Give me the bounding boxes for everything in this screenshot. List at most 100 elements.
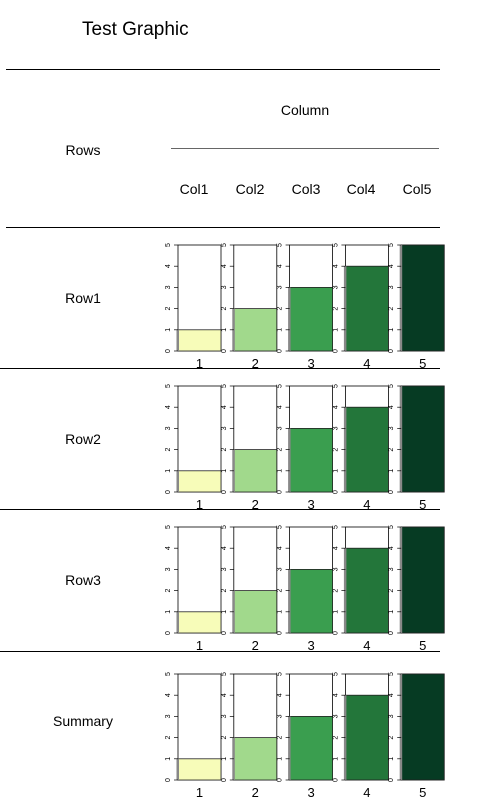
bar-left-marker xyxy=(176,611,179,633)
y-tick-label: 5 xyxy=(277,672,284,676)
y-tick-label: 3 xyxy=(388,714,395,718)
y-tick-label: 4 xyxy=(221,546,228,550)
y-tick-label: 5 xyxy=(332,672,339,676)
y-tick-label: 0 xyxy=(165,349,172,353)
y-tick-label: 3 xyxy=(165,714,172,718)
y-tick-label: 5 xyxy=(332,525,339,529)
y-tick-label: 5 xyxy=(277,525,284,529)
bar xyxy=(400,244,445,352)
y-tick-label: 2 xyxy=(277,736,284,740)
column-header-col5: Col5 xyxy=(402,181,432,197)
bar xyxy=(177,758,222,781)
bar-left-marker xyxy=(288,287,291,351)
y-tick-label: 3 xyxy=(221,285,228,289)
y-tick-label: 3 xyxy=(277,285,284,289)
x-tick-label: 3 xyxy=(307,638,314,653)
y-tick-label: 1 xyxy=(165,469,172,473)
bar xyxy=(233,308,278,352)
y-tick-label: 0 xyxy=(388,349,395,353)
y-tick-label: 2 xyxy=(277,589,284,593)
y-tick-label: 0 xyxy=(165,631,172,635)
y-tick-label: 5 xyxy=(221,384,228,388)
y-tick-label: 2 xyxy=(388,307,395,311)
x-tick-label: 1 xyxy=(196,785,203,800)
y-tick-label: 2 xyxy=(332,307,339,311)
y-tick-label: 4 xyxy=(332,264,339,268)
row-label-row1: Row1 xyxy=(65,290,101,306)
y-tick-label: 2 xyxy=(165,307,172,311)
bar xyxy=(233,737,278,781)
bar-left-marker xyxy=(288,569,291,633)
y-tick-label: 2 xyxy=(221,448,228,452)
y-tick-label: 1 xyxy=(332,757,339,761)
x-tick-label: 5 xyxy=(419,638,426,653)
y-tick-label: 5 xyxy=(388,384,395,388)
y-tick-label: 2 xyxy=(332,589,339,593)
x-tick-label: 2 xyxy=(252,497,259,512)
row-divider-1 xyxy=(0,368,440,369)
y-tick-label: 3 xyxy=(165,426,172,430)
y-tick-label: 4 xyxy=(165,405,172,409)
bar-chart-row3: 0 1 2 3 4 5 1 0 1 2 3 4 5 2 0 1 2 3 4 5 3 0 1 2 3 4 5 4 0 1 2 3 4 5 5 xyxy=(165,525,445,653)
column-header-col3: Col3 xyxy=(291,181,321,197)
y-tick-label: 4 xyxy=(332,405,339,409)
y-tick-label: 1 xyxy=(165,328,172,332)
y-tick-label: 3 xyxy=(388,567,395,571)
row-divider-2 xyxy=(0,509,440,510)
y-tick-label: 3 xyxy=(277,567,284,571)
bar xyxy=(289,569,334,634)
y-tick-label: 2 xyxy=(165,736,172,740)
y-tick-label: 5 xyxy=(388,243,395,247)
y-tick-label: 1 xyxy=(277,757,284,761)
y-tick-label: 1 xyxy=(332,328,339,332)
column-group-label: Column xyxy=(280,102,330,118)
y-tick-label: 1 xyxy=(388,757,395,761)
y-tick-label: 4 xyxy=(221,264,228,268)
y-tick-label: 4 xyxy=(165,546,172,550)
column-header-col1: Col1 xyxy=(179,181,209,197)
y-tick-label: 5 xyxy=(277,384,284,388)
bar-chart-summary: 0 1 2 3 4 5 1 0 1 2 3 4 5 2 0 1 2 3 4 5 3 0 1 2 3 4 5 4 0 1 2 3 4 5 5 xyxy=(165,672,445,800)
bar-left-marker xyxy=(399,245,403,351)
chart-panel-summary: 0 1 2 3 4 5 1 0 1 2 3 4 5 2 0 1 2 3 4 5 3 0 1 2 3 4 5 4 0 1 2 3 4 5 5 xyxy=(150,668,450,800)
y-tick-label: 3 xyxy=(277,426,284,430)
x-tick-label: 5 xyxy=(419,356,426,371)
y-tick-label: 3 xyxy=(332,567,339,571)
y-tick-label: 4 xyxy=(277,264,284,268)
y-tick-label: 1 xyxy=(388,610,395,614)
x-tick-label: 1 xyxy=(196,356,203,371)
column-group-rule xyxy=(171,148,439,149)
y-tick-label: 2 xyxy=(277,307,284,311)
bar-left-marker xyxy=(288,716,291,780)
bar xyxy=(289,287,334,352)
y-tick-label: 0 xyxy=(332,631,339,635)
x-tick-label: 4 xyxy=(363,497,370,512)
y-tick-label: 1 xyxy=(388,328,395,332)
y-tick-label: 1 xyxy=(221,469,228,473)
y-tick-label: 4 xyxy=(388,264,395,268)
bar-left-marker xyxy=(176,470,179,492)
y-tick-label: 5 xyxy=(388,672,395,676)
y-tick-label: 0 xyxy=(277,490,284,494)
row-label-row2: Row2 xyxy=(65,431,101,447)
bar xyxy=(233,449,278,493)
bar-left-marker xyxy=(399,386,403,492)
chart-panel-row1: 0 1 2 3 4 5 1 0 1 2 3 4 5 2 0 1 2 3 4 5 3 0 1 2 3 4 5 4 0 1 2 3 4 5 5 xyxy=(150,239,450,371)
y-tick-label: 4 xyxy=(165,264,172,268)
y-tick-label: 4 xyxy=(388,693,395,697)
x-tick-label: 5 xyxy=(419,785,426,800)
y-tick-label: 2 xyxy=(388,736,395,740)
y-tick-label: 0 xyxy=(388,631,395,635)
y-tick-label: 3 xyxy=(277,714,284,718)
y-tick-label: 3 xyxy=(221,426,228,430)
y-tick-label: 1 xyxy=(388,469,395,473)
y-tick-label: 0 xyxy=(221,490,228,494)
y-tick-label: 3 xyxy=(332,426,339,430)
y-tick-label: 1 xyxy=(165,610,172,614)
x-tick-label: 4 xyxy=(363,785,370,800)
bar-chart-row2: 0 1 2 3 4 5 1 0 1 2 3 4 5 2 0 1 2 3 4 5 3 0 1 2 3 4 5 4 0 1 2 3 4 5 5 xyxy=(165,384,445,512)
y-tick-label: 3 xyxy=(221,567,228,571)
y-tick-label: 1 xyxy=(332,469,339,473)
row-label-summary: Summary xyxy=(53,713,113,729)
y-tick-label: 5 xyxy=(388,525,395,529)
